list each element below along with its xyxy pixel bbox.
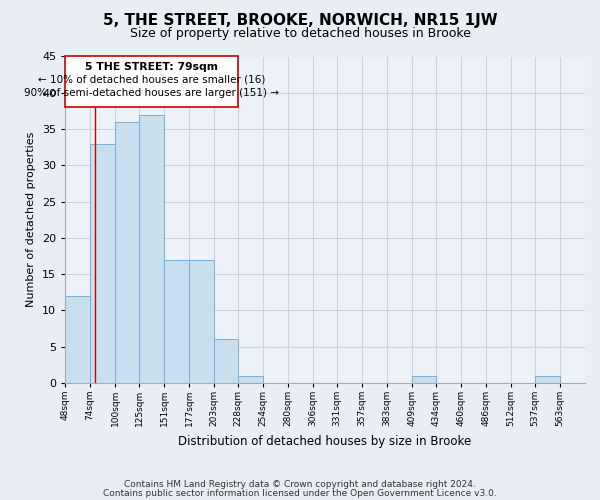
Bar [214,340,238,383]
Bar [65,296,90,383]
Y-axis label: Number of detached properties: Number of detached properties [26,132,37,308]
Text: Contains public sector information licensed under the Open Government Licence v3: Contains public sector information licen… [103,488,497,498]
Text: Size of property relative to detached houses in Brooke: Size of property relative to detached ho… [130,28,470,40]
Text: 5 THE STREET: 79sqm: 5 THE STREET: 79sqm [85,62,218,72]
Text: ← 10% of detached houses are smaller (16): ← 10% of detached houses are smaller (16… [38,74,265,85]
X-axis label: Distribution of detached houses by size in Brooke: Distribution of detached houses by size … [178,434,472,448]
Bar [139,114,164,383]
Bar [535,376,560,383]
Bar [238,376,263,383]
Bar [189,260,214,383]
FancyBboxPatch shape [65,56,238,108]
Text: 90% of semi-detached houses are larger (151) →: 90% of semi-detached houses are larger (… [24,88,279,98]
Bar [90,144,115,383]
Bar [164,260,189,383]
Text: 5, THE STREET, BROOKE, NORWICH, NR15 1JW: 5, THE STREET, BROOKE, NORWICH, NR15 1JW [103,12,497,28]
Bar [412,376,436,383]
Bar [115,122,139,383]
Text: Contains HM Land Registry data © Crown copyright and database right 2024.: Contains HM Land Registry data © Crown c… [124,480,476,489]
